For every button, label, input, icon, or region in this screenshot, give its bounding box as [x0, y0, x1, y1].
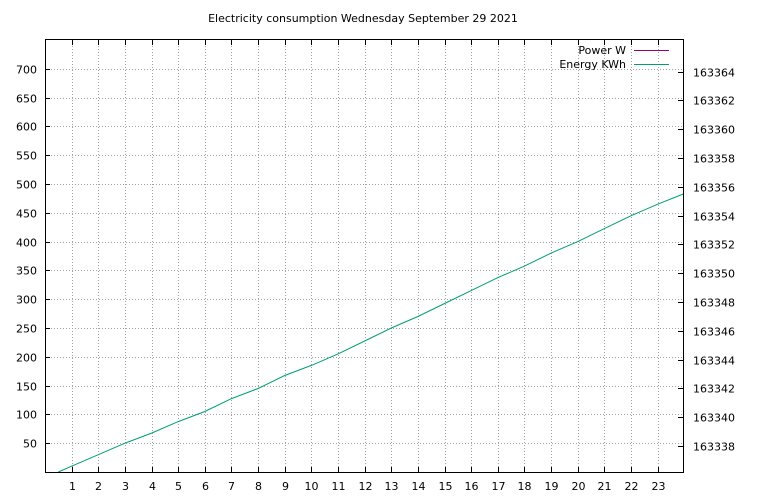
y-left-tick-label: 700	[16, 64, 37, 77]
y-right-tick-label: 163340	[693, 412, 735, 425]
grid	[45, 40, 683, 472]
y-left-tick-label: 250	[16, 323, 37, 336]
y-left-tick-label: 550	[16, 150, 37, 163]
x-tick-label: 23	[652, 480, 666, 493]
x-tick-label: 3	[122, 480, 129, 493]
x-tick-label: 14	[412, 480, 426, 493]
legend-label: Power W	[578, 44, 626, 57]
y-right-tick-label: 163352	[693, 239, 735, 252]
x-tick-label: 2	[95, 480, 102, 493]
x-tick-label: 10	[305, 480, 319, 493]
y-right-tick-label: 163348	[693, 297, 735, 310]
x-tick-label: 9	[282, 480, 289, 493]
y-right-tick-label: 163350	[693, 268, 735, 281]
y-right-tick-label: 163358	[693, 153, 735, 166]
x-tick-label: 1	[69, 480, 76, 493]
y-left-tick-label: 150	[16, 381, 37, 394]
x-tick-label: 17	[492, 480, 506, 493]
x-tick-label: 18	[518, 480, 532, 493]
x-tick-label: 6	[202, 480, 209, 493]
legend-label: Energy KWh	[559, 58, 626, 71]
y-right-tick-label: 163346	[693, 326, 735, 339]
y-right-tick-label: 163354	[693, 211, 735, 224]
y-left-tick-label: 400	[16, 237, 37, 250]
series-line	[58, 193, 684, 473]
x-tick-label: 7	[228, 480, 235, 493]
y-right-tick-label: 163362	[693, 95, 735, 108]
y-left-tick-label: 300	[16, 294, 37, 307]
y-left-tick-label: 500	[16, 179, 37, 192]
x-tick-label: 11	[332, 480, 346, 493]
series-lines	[58, 193, 684, 473]
y-left-tick-label: 600	[16, 121, 37, 134]
y-left-tick-label: 200	[16, 352, 37, 365]
axis-ticks: 1 2 3 4 5 6 7 8 9 10 11 12 13 14 15 16 17 18 19 20 21 22 23501…	[16, 40, 735, 493]
x-tick-label: 20	[572, 480, 586, 493]
x-tick-label: 5	[175, 480, 182, 493]
x-tick-label: 12	[359, 480, 373, 493]
x-tick-label: 21	[598, 480, 612, 493]
y-left-tick-label: 650	[16, 93, 37, 106]
y-right-tick-label: 163342	[693, 383, 735, 396]
x-tick-label: 19	[545, 480, 559, 493]
y-right-tick-label: 163344	[693, 355, 735, 368]
x-tick-label: 22	[625, 480, 639, 493]
x-tick-label: 4	[149, 480, 156, 493]
y-left-tick-label: 350	[16, 265, 37, 278]
x-tick-label: 16	[465, 480, 479, 493]
y-right-tick-label: 163360	[693, 124, 735, 137]
chart-title: Electricity consumption Wednesday Septem…	[208, 12, 518, 25]
x-tick-label: 15	[439, 480, 453, 493]
y-left-tick-label: 450	[16, 208, 37, 221]
y-left-tick-label: 100	[16, 409, 37, 422]
x-tick-label: 13	[385, 480, 399, 493]
y-right-tick-label: 163356	[693, 182, 735, 195]
plot-frame	[45, 39, 684, 473]
y-right-tick-label: 163338	[693, 441, 735, 454]
y-left-tick-label: 50	[23, 438, 37, 451]
y-right-tick-label: 163364	[693, 67, 735, 80]
x-tick-label: 8	[255, 480, 262, 493]
